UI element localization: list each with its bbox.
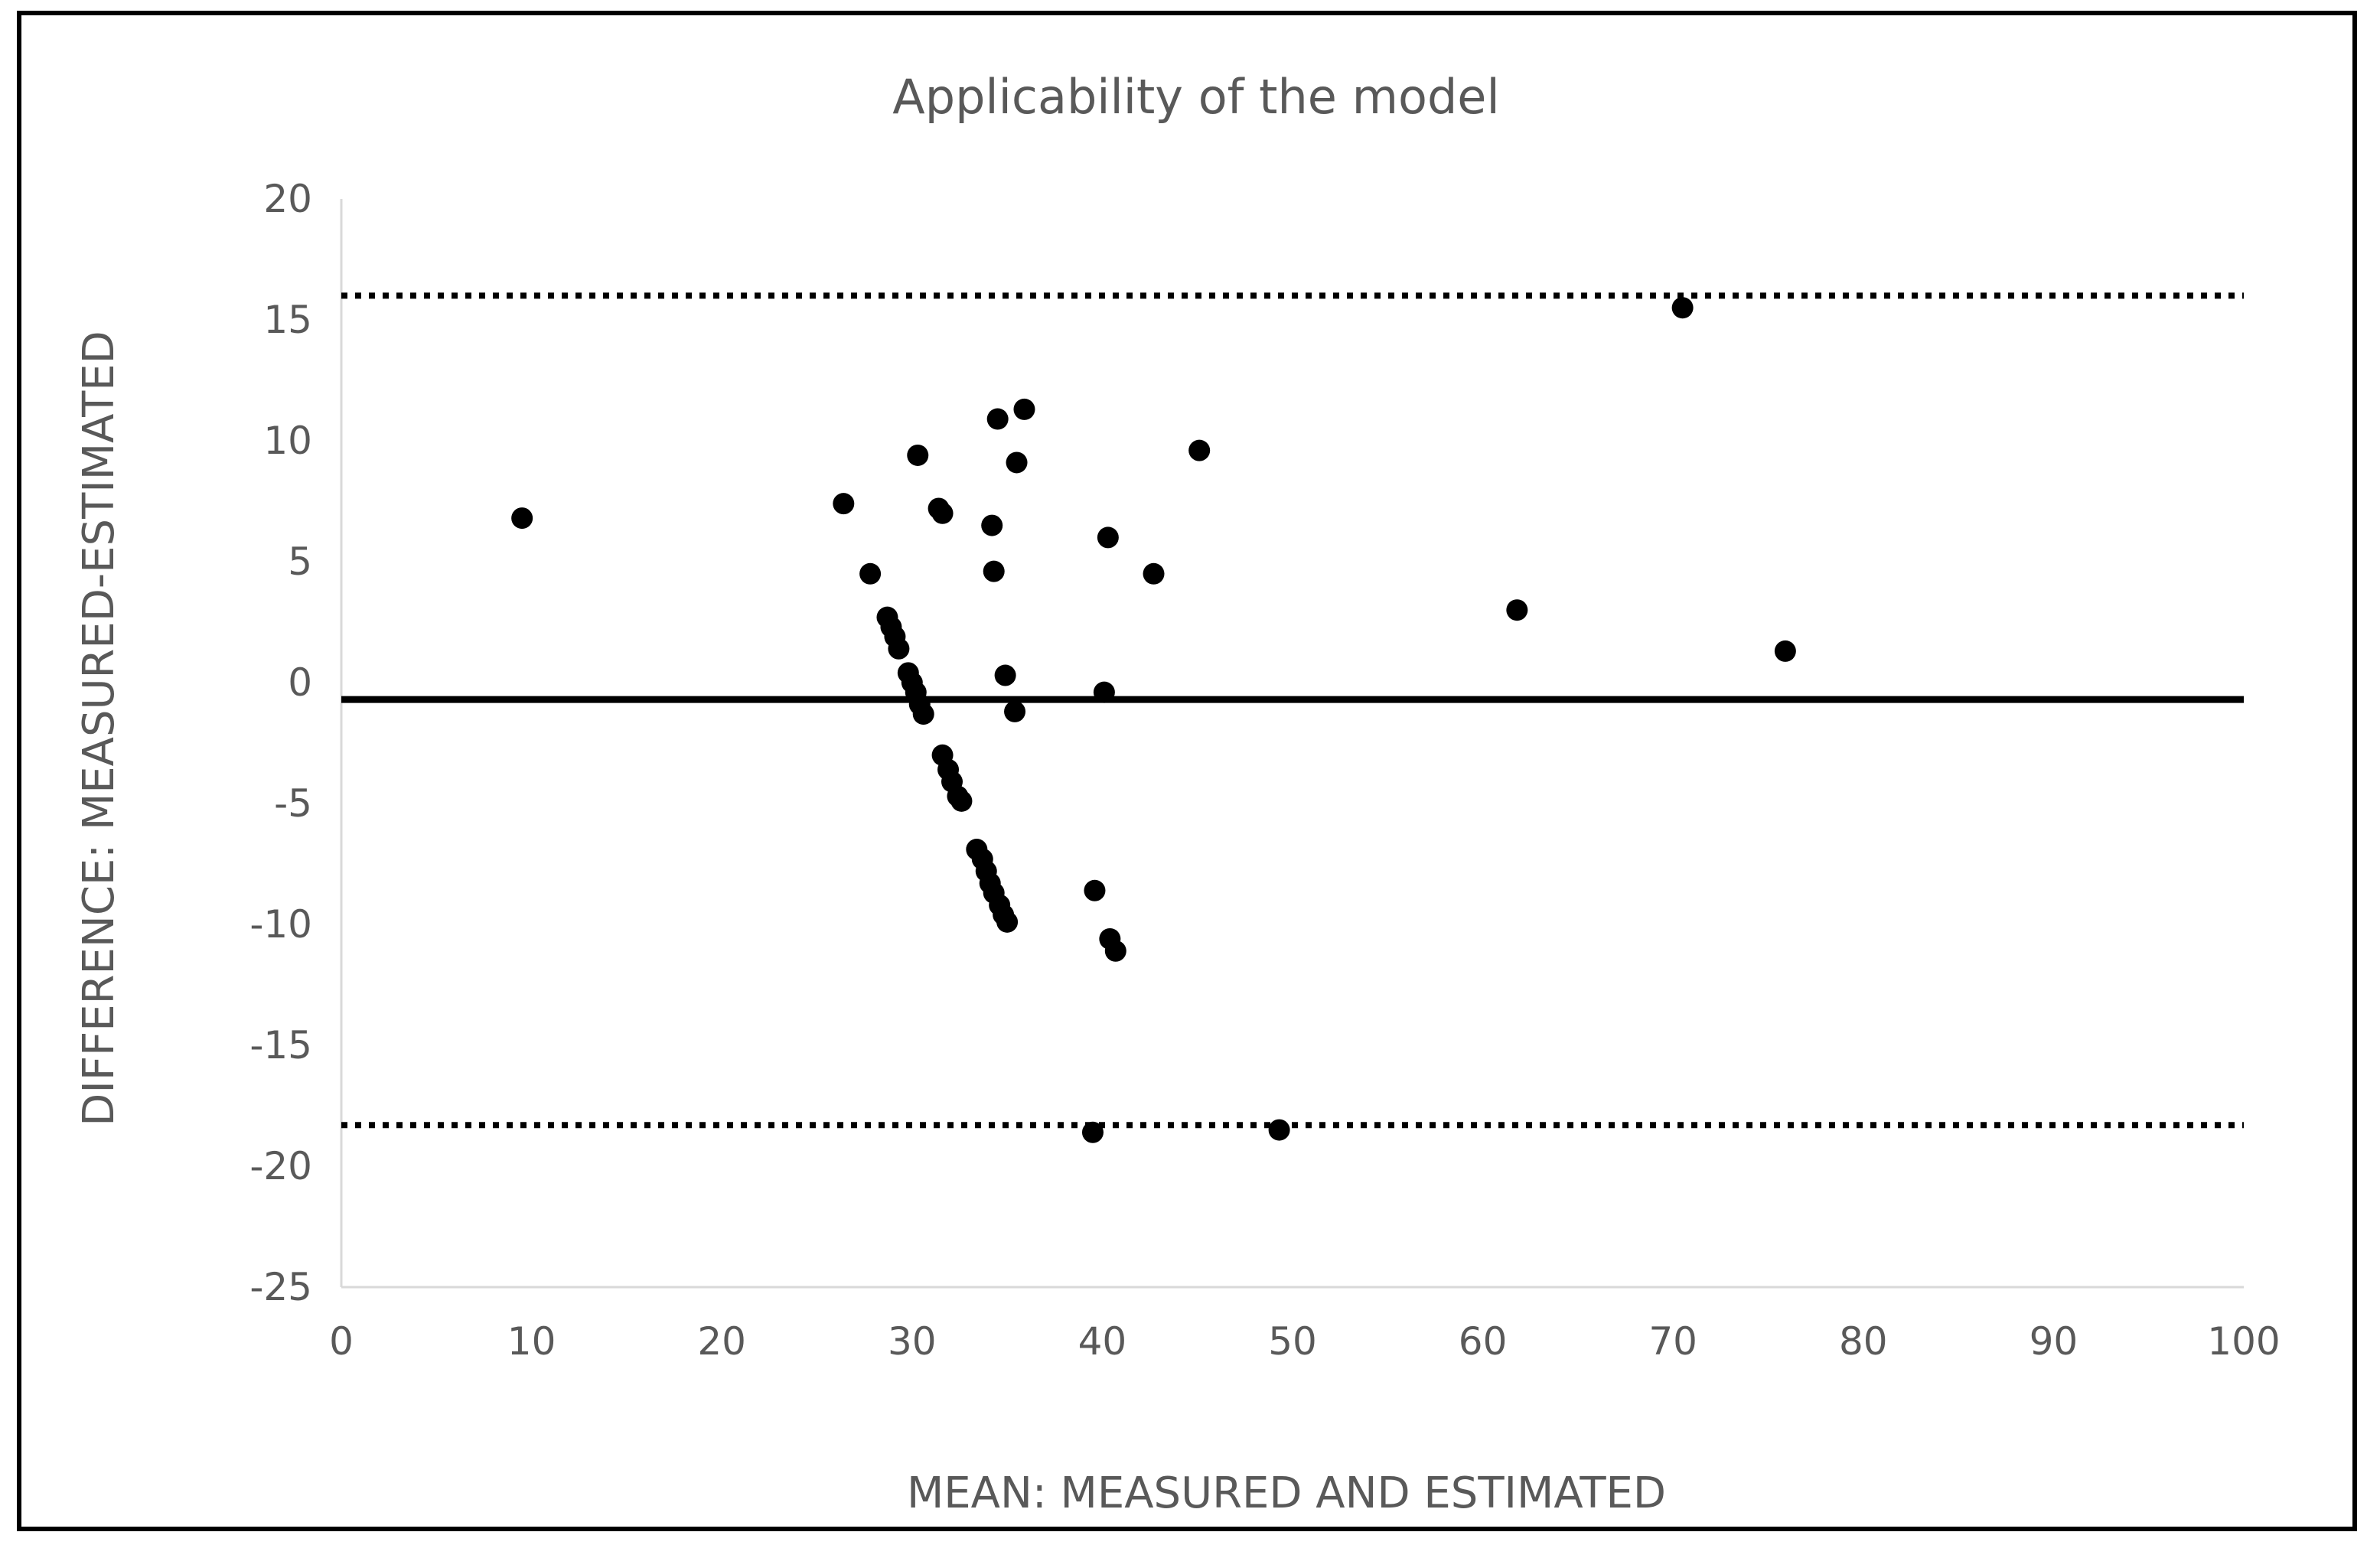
data-point (996, 911, 1019, 933)
x-tick-label: 70 (1648, 1319, 1697, 1364)
data-point (1188, 439, 1211, 461)
y-tick-labels: 20 15 10 5 0 -5 -10 -15 -20 -25 (249, 177, 312, 1309)
data-point (511, 507, 533, 530)
data-point (907, 444, 929, 466)
data-point (1143, 562, 1165, 585)
y-tick-label: 20 (263, 177, 312, 221)
data-point (859, 562, 882, 585)
data-point (950, 790, 973, 812)
x-tick-label: 100 (2207, 1319, 2280, 1364)
y-tick-label: 0 (288, 660, 312, 705)
chart-title: Applicability of the model (892, 69, 1499, 125)
x-tick-label: 80 (1839, 1319, 1888, 1364)
data-point (931, 502, 954, 524)
data-point (994, 664, 1016, 686)
data-point (1081, 1121, 1104, 1143)
data-points (511, 297, 1796, 1143)
data-point (983, 560, 1005, 582)
x-tick-label: 60 (1459, 1319, 1508, 1364)
data-point (888, 637, 910, 660)
y-tick-label: -20 (249, 1144, 312, 1188)
y-tick-label: -25 (249, 1265, 312, 1309)
data-point (1671, 297, 1694, 319)
y-tick-label: 5 (288, 539, 312, 584)
data-point (1004, 700, 1026, 722)
data-point (1268, 1119, 1290, 1141)
x-axis-title: MEAN: MEASURED AND ESTIMATED (907, 1468, 1666, 1518)
y-tick-label: 10 (263, 419, 312, 463)
x-tick-label: 90 (2030, 1319, 2078, 1364)
data-point (981, 514, 1003, 536)
data-point (912, 703, 934, 725)
data-point (1093, 681, 1115, 703)
x-tick-labels: 0 10 20 30 40 50 60 70 80 90 100 (329, 1319, 2281, 1364)
x-tick-label: 10 (507, 1319, 556, 1364)
data-point (1774, 640, 1796, 662)
data-point (1506, 599, 1528, 621)
y-tick-label: -15 (249, 1023, 312, 1067)
data-point (986, 408, 1009, 430)
data-point (833, 493, 855, 515)
y-tick-label: 15 (263, 298, 312, 342)
data-point (1084, 879, 1106, 901)
data-point (1104, 940, 1126, 962)
reference-lines (341, 292, 2244, 1129)
y-tick-label: -5 (274, 781, 312, 826)
y-tick-label: -10 (249, 902, 312, 947)
x-tick-label: 20 (697, 1319, 746, 1364)
chart-frame (17, 11, 2357, 1531)
data-point (1006, 451, 1028, 474)
x-tick-label: 0 (329, 1319, 354, 1364)
data-point (1097, 526, 1119, 549)
x-tick-label: 50 (1268, 1319, 1317, 1364)
y-axis-title: DIFFERENCE: MEASURED-ESTIMATED (74, 331, 124, 1126)
x-tick-label: 30 (888, 1319, 937, 1364)
x-tick-label: 40 (1078, 1319, 1127, 1364)
data-point (1013, 398, 1035, 420)
